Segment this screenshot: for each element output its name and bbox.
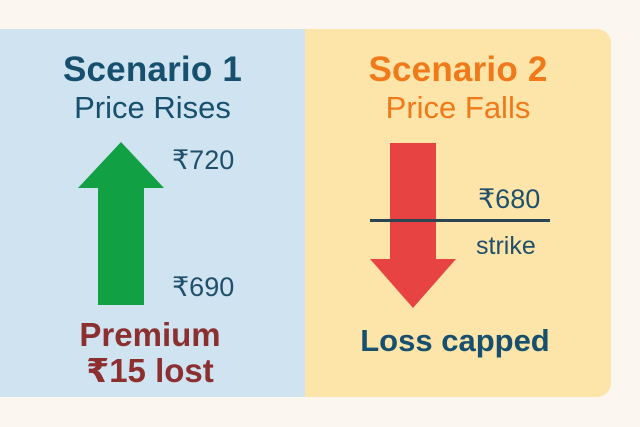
premium-label: Premium [79,316,221,353]
scenario-2-subtitle: Price Falls [385,90,531,125]
premium-lost-label: ₹15 lost [86,352,214,389]
scenario-2-panel [305,29,611,397]
down-arrow-icon [370,143,456,308]
price-low-label: ₹690 [172,272,235,302]
price-high-label: ₹720 [172,145,235,175]
strike-line [370,219,550,222]
up-arrow-icon [78,142,164,305]
scenario-1-title: Scenario 1 [62,50,243,89]
strike-label: strike [476,232,536,260]
strike-price-label: ₹680 [478,184,541,214]
scenario-1-panel [0,29,305,397]
scenario-1-subtitle: Price Rises [74,90,231,125]
loss-capped-label: Loss capped [360,323,550,358]
scenario-2-title: Scenario 2 [368,50,548,89]
